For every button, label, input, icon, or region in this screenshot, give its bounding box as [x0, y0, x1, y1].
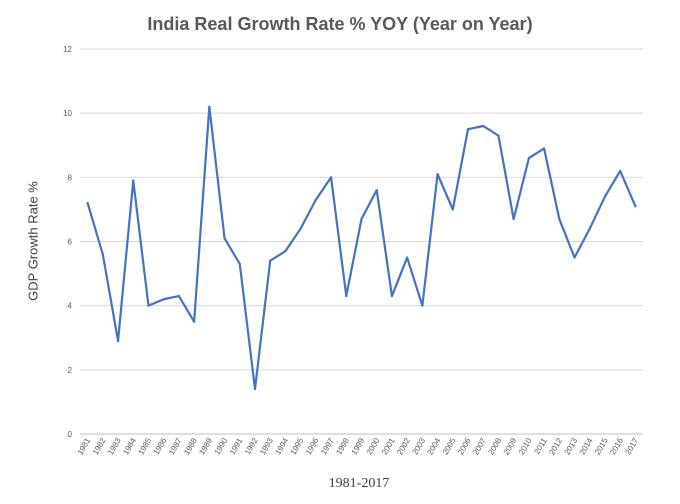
data-point — [406, 256, 409, 259]
x-tick-label: 2014 — [578, 436, 595, 456]
data-point — [177, 294, 181, 298]
data-point — [588, 227, 591, 230]
x-tick-label: 1986 — [152, 436, 169, 456]
x-tick-label: 1983 — [106, 436, 123, 456]
data-point — [421, 304, 424, 307]
y-tick-label: 8 — [68, 173, 73, 182]
x-tick-label: 2002 — [395, 436, 412, 456]
data-point — [238, 262, 241, 266]
data-point — [634, 205, 637, 208]
data-point — [314, 198, 317, 201]
y-tick-label: 0 — [68, 430, 73, 439]
x-tick-label: 1989 — [197, 436, 214, 456]
x-tick-label: 2006 — [456, 436, 473, 456]
y-tick-label: 4 — [68, 302, 73, 311]
x-tick-label: 1982 — [91, 436, 108, 456]
y-tick-label: 12 — [63, 45, 72, 54]
x-tick-label: 1984 — [121, 436, 138, 456]
data-point — [345, 294, 348, 298]
x-tick-label: 2013 — [563, 436, 580, 456]
gridlines — [80, 48, 643, 435]
data-point — [208, 105, 211, 108]
x-tick-label: 1985 — [137, 436, 154, 456]
data-point — [329, 176, 333, 179]
x-tick-label: 2017 — [623, 436, 640, 456]
data-point — [527, 156, 530, 160]
data-point — [619, 169, 622, 173]
data-point — [223, 237, 226, 240]
series-line — [86, 105, 637, 391]
data-point — [284, 250, 287, 253]
x-tick-label: 1997 — [319, 436, 336, 456]
data-point — [132, 179, 135, 182]
y-tick-label: 10 — [63, 109, 72, 118]
data-point — [116, 339, 120, 343]
series-layer — [86, 105, 637, 391]
x-tick-label: 2003 — [410, 436, 427, 456]
x-tick-label: 1987 — [167, 436, 184, 456]
data-point — [466, 128, 470, 131]
data-point — [451, 208, 454, 211]
x-tick-label: 2007 — [471, 436, 488, 456]
data-point — [512, 217, 515, 221]
data-point — [162, 298, 165, 301]
data-point — [299, 227, 302, 230]
x-tick-label: 1992 — [243, 436, 260, 456]
x-tick-label: 1991 — [228, 436, 245, 456]
data-point — [253, 387, 257, 391]
x-tick-label: 2011 — [532, 436, 549, 456]
data-point — [497, 134, 500, 137]
data-point — [269, 259, 272, 262]
x-axis-label: 1981-2017 — [328, 476, 390, 491]
data-point — [86, 201, 89, 205]
data-point — [147, 304, 150, 307]
y-tick-label: 2 — [68, 366, 73, 375]
data-point — [482, 124, 485, 128]
data-point — [542, 147, 546, 150]
y-tick-label: 6 — [68, 238, 73, 247]
x-tick-label: 1995 — [289, 436, 306, 456]
x-tick-label: 2004 — [426, 436, 443, 456]
x-tick-label: 2005 — [441, 436, 458, 456]
x-tick-label: 1990 — [213, 436, 230, 456]
x-tick-label: 2000 — [365, 436, 382, 456]
data-point — [436, 173, 439, 176]
x-tick-label: 1998 — [334, 436, 351, 456]
x-tick-label: 1993 — [258, 436, 275, 456]
x-tick-label: 1994 — [273, 436, 290, 456]
data-point — [603, 195, 607, 198]
x-tick-label: 1981 — [76, 436, 93, 456]
x-tick-label: 2016 — [608, 436, 625, 456]
x-tick-labels: 1981198219831984198519861987198819891990… — [76, 436, 641, 456]
x-tick-label: 2012 — [547, 436, 564, 456]
data-point — [101, 253, 104, 256]
x-tick-label: 2008 — [486, 436, 503, 456]
x-tick-label: 2010 — [517, 436, 534, 456]
data-point — [390, 294, 394, 298]
y-tick-labels: 0 2 4 6 8 10 12 — [63, 45, 72, 439]
data-point — [573, 256, 576, 259]
x-tick-label: 1999 — [350, 436, 367, 456]
x-tick-label: 1988 — [182, 436, 199, 456]
chart-title: India Real Growth Rate % YOY (Year on Ye… — [147, 14, 533, 34]
data-point — [558, 217, 561, 221]
data-point — [193, 320, 196, 323]
data-point — [360, 217, 363, 221]
x-tick-label: 2009 — [502, 436, 519, 456]
x-tick-label: 1996 — [304, 436, 321, 456]
data-point — [375, 189, 378, 192]
x-tick-label: 2015 — [593, 436, 610, 456]
x-tick-label: 2001 — [380, 436, 397, 456]
